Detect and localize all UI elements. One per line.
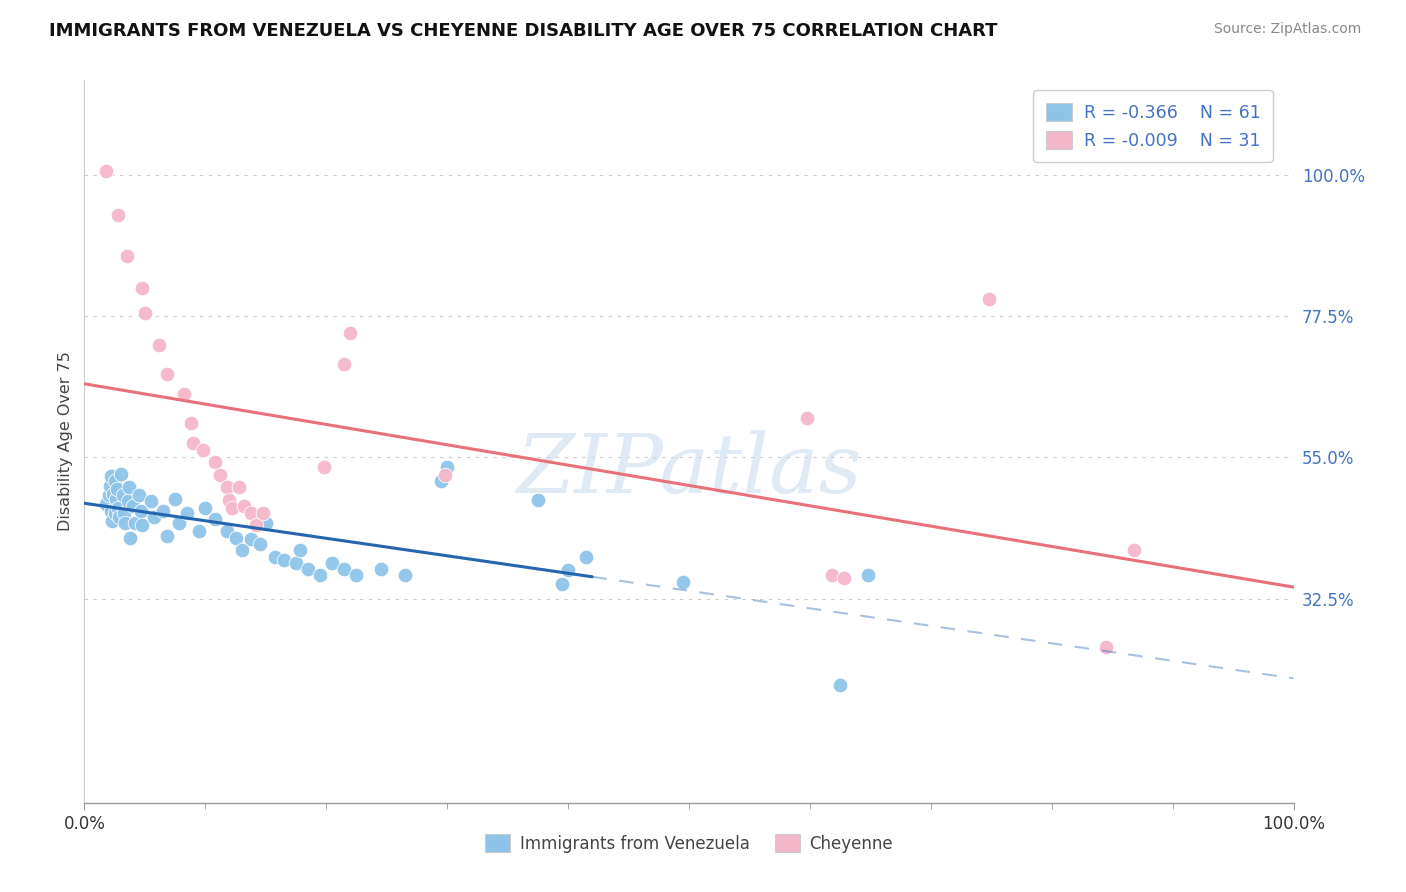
- Point: [557, 563, 579, 577]
- Point: [148, 338, 170, 352]
- Point: [233, 500, 256, 514]
- Point: [231, 543, 253, 558]
- Point: [97, 488, 120, 502]
- Point: [188, 524, 211, 539]
- Point: [830, 678, 852, 692]
- Point: [312, 459, 335, 474]
- Point: [288, 543, 311, 558]
- Point: [1122, 543, 1144, 558]
- Point: [128, 488, 150, 502]
- Point: [820, 568, 842, 582]
- Point: [104, 474, 127, 488]
- Point: [103, 486, 125, 500]
- Point: [107, 208, 129, 222]
- Point: [240, 532, 263, 546]
- Legend: Immigrants from Venezuela, Cheyenne: Immigrants from Venezuela, Cheyenne: [478, 828, 900, 860]
- Point: [430, 474, 453, 488]
- Point: [165, 492, 187, 507]
- Point: [94, 164, 117, 178]
- Point: [333, 562, 356, 576]
- Point: [394, 568, 416, 582]
- Point: [112, 488, 135, 502]
- Point: [134, 306, 156, 320]
- Point: [204, 512, 226, 526]
- Text: IMMIGRANTS FROM VENEZUELA VS CHEYENNE DISABILITY AGE OVER 75 CORRELATION CHART: IMMIGRANTS FROM VENEZUELA VS CHEYENNE DI…: [49, 22, 998, 40]
- Point: [181, 436, 204, 450]
- Point: [120, 531, 142, 545]
- Point: [112, 506, 135, 520]
- Point: [218, 493, 240, 508]
- Point: [225, 531, 247, 545]
- Point: [672, 574, 695, 589]
- Point: [115, 249, 138, 263]
- Point: [796, 411, 818, 425]
- Point: [273, 552, 295, 566]
- Point: [176, 506, 198, 520]
- Point: [228, 480, 250, 494]
- Point: [118, 480, 141, 494]
- Point: [152, 503, 174, 517]
- Point: [131, 518, 153, 533]
- Text: Source: ZipAtlas.com: Source: ZipAtlas.com: [1213, 22, 1361, 37]
- Point: [104, 506, 127, 520]
- Point: [208, 467, 231, 482]
- Point: [155, 368, 177, 382]
- Point: [110, 467, 132, 482]
- Text: ZIPatlas: ZIPatlas: [516, 431, 862, 510]
- Point: [121, 499, 143, 513]
- Point: [100, 503, 122, 517]
- Point: [94, 497, 117, 511]
- Point: [297, 562, 319, 576]
- Point: [249, 537, 271, 551]
- Point: [143, 510, 166, 524]
- Point: [252, 506, 274, 520]
- Point: [370, 562, 392, 576]
- Y-axis label: Disability Age Over 75: Disability Age Over 75: [58, 351, 73, 532]
- Point: [575, 549, 598, 564]
- Point: [977, 292, 1000, 306]
- Point: [167, 516, 190, 531]
- Point: [131, 280, 153, 294]
- Point: [309, 568, 332, 582]
- Point: [215, 480, 238, 494]
- Point: [333, 357, 356, 371]
- Point: [100, 469, 122, 483]
- Point: [101, 514, 124, 528]
- Point: [832, 571, 855, 585]
- Point: [254, 516, 277, 531]
- Point: [264, 549, 287, 564]
- Point: [339, 326, 361, 340]
- Point: [245, 518, 267, 533]
- Point: [856, 568, 879, 582]
- Point: [436, 459, 458, 474]
- Point: [221, 500, 243, 515]
- Point: [180, 416, 202, 430]
- Point: [129, 503, 152, 517]
- Point: [240, 506, 263, 520]
- Point: [346, 568, 368, 582]
- Point: [124, 516, 146, 531]
- Point: [104, 492, 127, 507]
- Point: [1095, 640, 1118, 654]
- Point: [321, 556, 343, 570]
- Point: [155, 529, 177, 543]
- Point: [284, 556, 308, 570]
- Point: [215, 524, 238, 538]
- Point: [98, 478, 121, 492]
- Point: [204, 455, 226, 469]
- Point: [527, 493, 550, 508]
- Point: [108, 510, 131, 524]
- Point: [194, 500, 217, 515]
- Point: [114, 516, 136, 531]
- Point: [551, 577, 574, 591]
- Point: [139, 494, 162, 508]
- Point: [117, 494, 139, 508]
- Point: [173, 387, 195, 401]
- Point: [107, 500, 129, 515]
- Point: [433, 467, 456, 482]
- Point: [191, 442, 214, 457]
- Point: [105, 482, 128, 496]
